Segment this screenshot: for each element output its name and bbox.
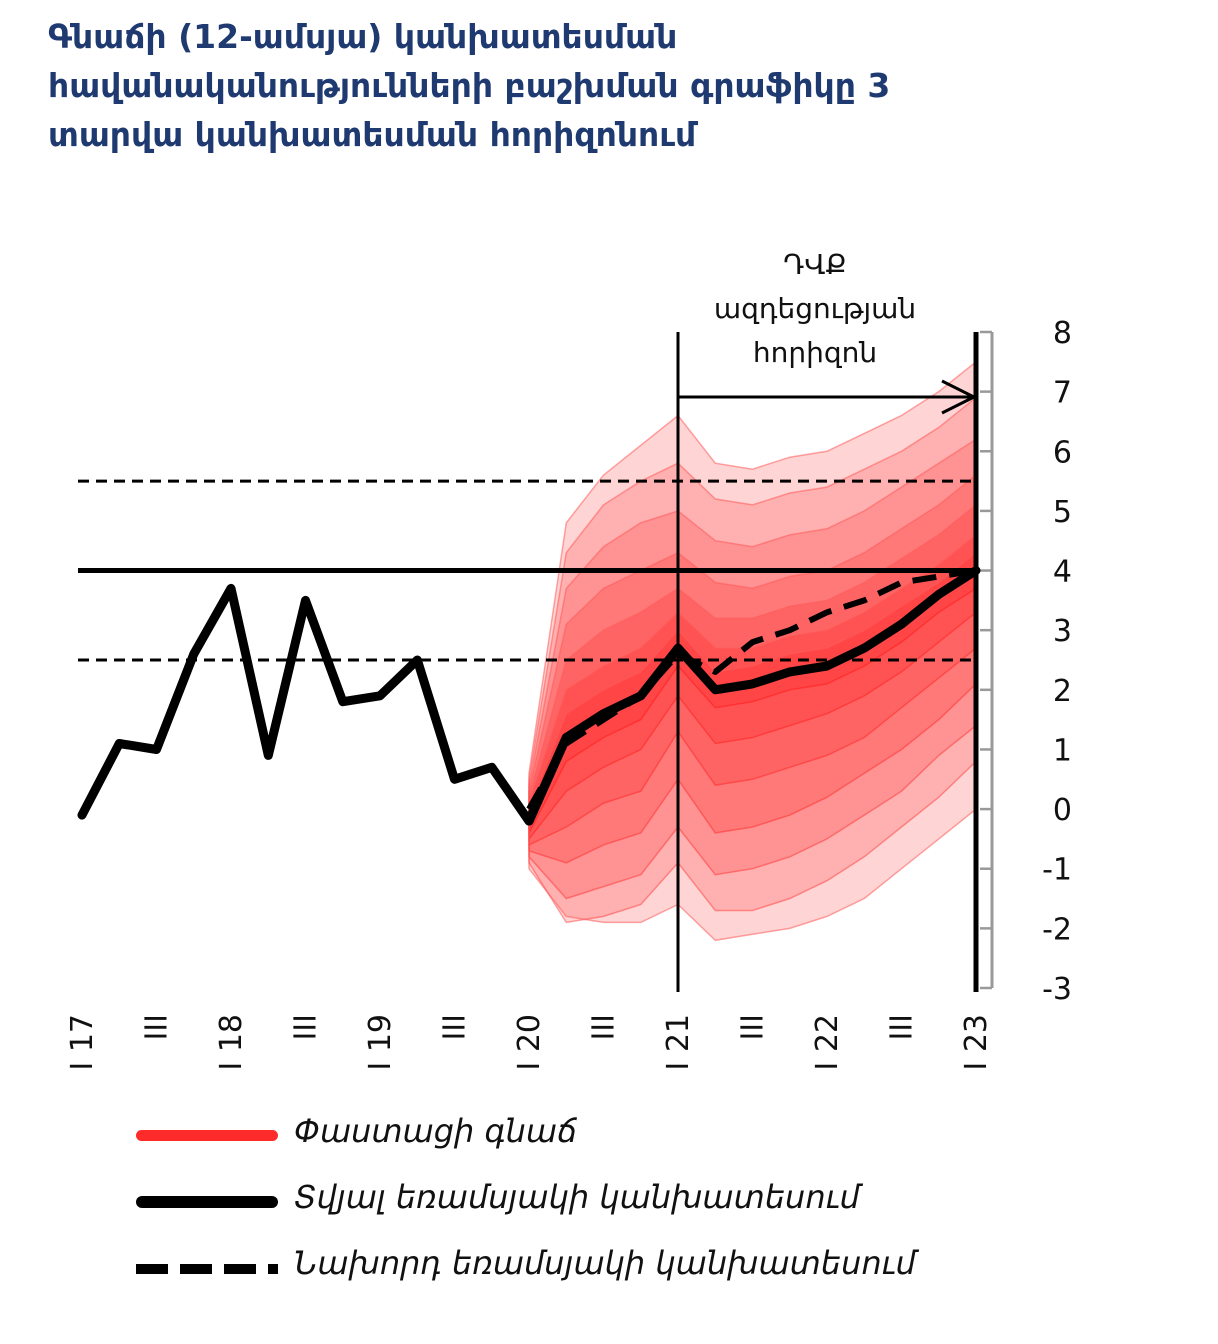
actual-inflation-line: [77, 583, 571, 826]
legend: Փաստացի գնաճ Տվյալ եռամսյակի կանխատեսում…: [136, 1112, 1136, 1310]
series-lines: [77, 566, 981, 826]
y-tick-label: -2: [1042, 912, 1072, 947]
y-tick-label: 0: [1053, 793, 1072, 828]
x-tick-label: III: [587, 1014, 622, 1041]
x-tick-label: III: [736, 1014, 771, 1041]
x-tick-label: III: [289, 1014, 324, 1041]
y-tick-label: 2: [1053, 674, 1072, 709]
chart-title: Գնաճի (12-ամսյա) կանխատեսման հավանականու…: [48, 12, 1048, 159]
previous-forecast-line: [526, 567, 977, 811]
y-tick-label: 6: [1053, 435, 1072, 470]
horizon-arrow-head: [941, 379, 978, 415]
y-tick-label: 8: [1053, 316, 1072, 351]
y-tick-label: 4: [1053, 555, 1072, 590]
y-axis: [980, 330, 994, 990]
y-tick-labels: 8 7 6 5 4 3 2 1 0 -1 -2 -3: [1042, 316, 1072, 1007]
title-line-3: տարվա կանխատեսման հորիզոնում: [48, 115, 697, 154]
x-tick-label: I 17: [65, 1014, 100, 1071]
x-tick-label: III: [438, 1014, 473, 1041]
x-tick-labels: I 17 III I 18 III I 19 III I 20 III I 21 III I 22 I…: [65, 1014, 994, 1071]
legend-item-current-forecast: Տվյալ եռամսյակի կանխատեսում: [136, 1178, 1136, 1244]
y-tick-label: 7: [1053, 376, 1072, 411]
y-tick-label: 1: [1053, 733, 1072, 768]
title-line-1: Գնաճի (12-ամսյա) կանխատեսման: [48, 17, 678, 56]
legend-swatch-previous-forecast: [136, 1264, 278, 1274]
y-tick-label: -3: [1042, 972, 1072, 1007]
annotation-line-2: ազդեցության: [714, 292, 916, 325]
annotation-line-1: ԴՎՔ: [783, 248, 846, 281]
y-tick-label: 3: [1053, 614, 1072, 649]
title-line-2: հավանականությունների բաշխման գրաֆիկը 3: [48, 66, 891, 105]
legend-swatch-current-forecast: [136, 1196, 278, 1208]
x-tick-label: I 19: [363, 1014, 398, 1071]
annotation-line-3: հորիզոն: [753, 336, 877, 369]
policy-horizon-annotation: ԴՎՔ ազդեցության հորիզոն: [714, 248, 916, 369]
legend-swatch-actual: [136, 1130, 278, 1141]
y-tick-label: -1: [1042, 853, 1072, 888]
x-tick-label: III: [140, 1014, 175, 1041]
legend-label-current-forecast: Տվյալ եռամսյակի կանխատեսում: [294, 1178, 860, 1216]
x-tick-label: I 21: [661, 1014, 696, 1071]
reference-lines: [78, 332, 979, 992]
legend-label-previous-forecast: Նախորդ եռամսյակի կանխատեսում: [294, 1244, 916, 1282]
y-tick-label: 5: [1053, 495, 1072, 530]
x-tick-label: I 18: [214, 1014, 249, 1071]
legend-label-actual: Փաստացի գնաճ: [294, 1112, 578, 1150]
legend-item-actual: Փաստացի գնաճ: [136, 1112, 1136, 1178]
x-tick-label: III: [885, 1014, 920, 1041]
legend-item-previous-forecast: Նախորդ եռամսյակի կանխատեսում: [136, 1244, 1136, 1310]
fan-chart: ԴՎՔ ազդեցության հորիզոն 876543210-1-2-3 …: [65, 248, 1072, 1071]
x-tick-label: I 23: [959, 1014, 994, 1071]
current-forecast-line: [524, 566, 981, 826]
x-tick-label: I 20: [512, 1014, 547, 1071]
x-tick-label: I 22: [810, 1014, 845, 1071]
fan-bands: [528, 360, 977, 942]
